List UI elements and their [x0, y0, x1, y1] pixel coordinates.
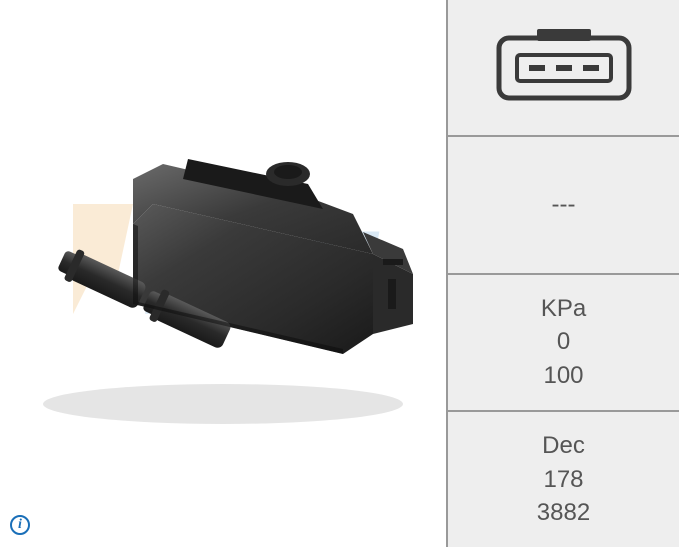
spec-empty-value: --- — [552, 188, 576, 222]
product-sensor-illustration — [13, 114, 433, 434]
product-image-area: FAE — [0, 0, 446, 547]
info-icon-label: i — [18, 517, 22, 533]
info-icon[interactable]: i — [10, 515, 30, 535]
spec-panel: --- KPa 0 100 Dec 178 3882 — [448, 0, 679, 547]
spec-dec-val1: 178 — [543, 463, 583, 497]
spec-dec-val2: 3882 — [537, 496, 590, 530]
connector-diagram — [489, 23, 639, 113]
connector-diagram-cell — [448, 0, 679, 135]
spec-dec-label: Dec — [542, 429, 585, 463]
spec-pressure-unit: KPa — [541, 292, 586, 326]
spec-cell-pressure: KPa 0 100 — [448, 275, 679, 410]
spec-cell-dec: Dec 178 3882 — [448, 412, 679, 547]
spec-pressure-max: 100 — [543, 359, 583, 393]
spec-cell-empty: --- — [448, 137, 679, 272]
spec-pressure-min: 0 — [557, 325, 570, 359]
